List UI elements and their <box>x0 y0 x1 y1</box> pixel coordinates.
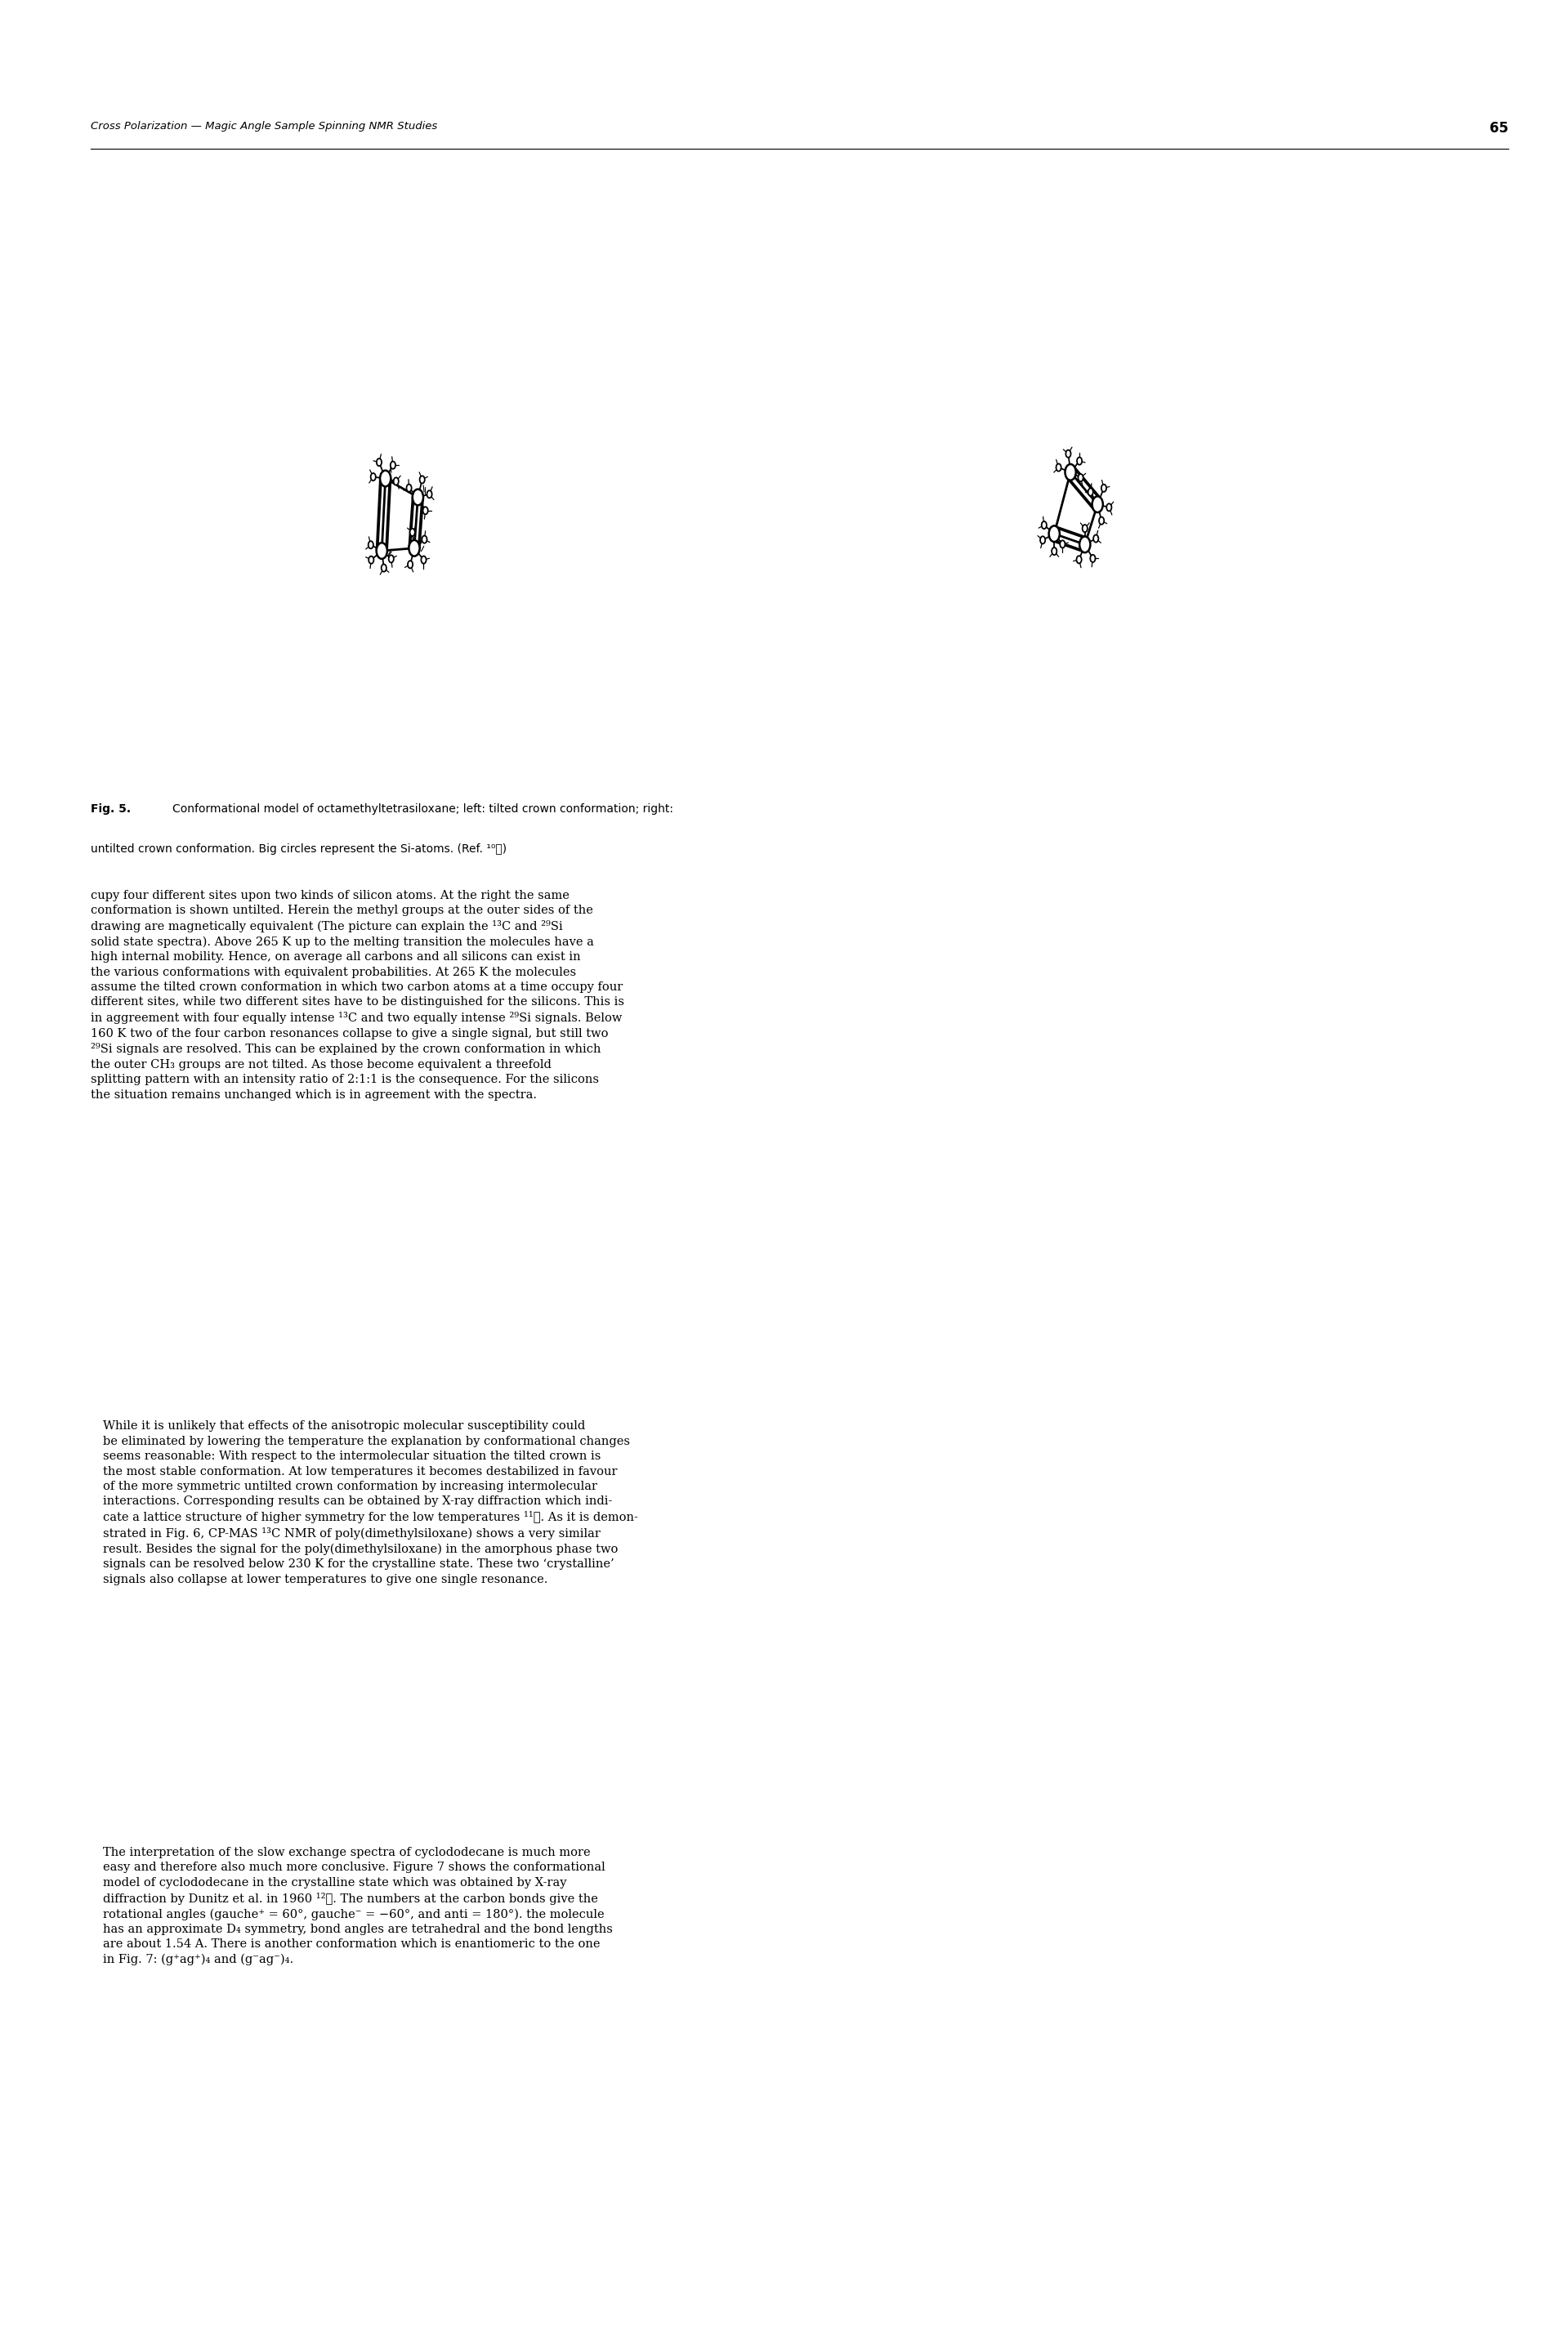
Circle shape <box>381 564 386 571</box>
Circle shape <box>376 543 387 559</box>
Circle shape <box>1057 463 1062 470</box>
Text: While it is unlikely that effects of the anisotropic molecular susceptibility co: While it is unlikely that effects of the… <box>103 1421 638 1586</box>
Circle shape <box>376 459 381 466</box>
Text: Conformational model of octamethyltetrasiloxane; left: tilted crown conformation: Conformational model of octamethyltetras… <box>172 804 673 815</box>
Circle shape <box>390 461 395 468</box>
Circle shape <box>394 477 398 484</box>
Circle shape <box>368 557 373 564</box>
Circle shape <box>370 473 376 480</box>
Circle shape <box>1065 463 1076 480</box>
Circle shape <box>412 489 423 505</box>
Circle shape <box>389 554 394 564</box>
Text: Fig. 5.: Fig. 5. <box>91 804 132 815</box>
Circle shape <box>379 470 390 487</box>
Circle shape <box>1088 489 1093 496</box>
Circle shape <box>368 540 373 550</box>
Circle shape <box>1060 540 1065 547</box>
Circle shape <box>1107 503 1112 510</box>
Circle shape <box>1099 517 1104 524</box>
Circle shape <box>1077 557 1082 564</box>
Circle shape <box>1091 496 1102 512</box>
Circle shape <box>422 557 426 564</box>
Text: The interpretation of the slow exchange spectra of cyclododecane is much more
ea: The interpretation of the slow exchange … <box>103 1847 613 1966</box>
Circle shape <box>1101 484 1107 491</box>
Circle shape <box>1079 473 1083 482</box>
Circle shape <box>409 540 420 557</box>
Circle shape <box>423 508 428 515</box>
Text: cupy four different sites upon two kinds of silicon atoms. At the right the same: cupy four different sites upon two kinds… <box>91 890 624 1102</box>
Circle shape <box>422 536 426 543</box>
Text: 65: 65 <box>1490 121 1508 135</box>
Circle shape <box>1040 536 1046 543</box>
Text: Cross Polarization — Magic Angle Sample Spinning NMR Studies: Cross Polarization — Magic Angle Sample … <box>91 121 437 133</box>
Circle shape <box>420 475 425 484</box>
Circle shape <box>1049 526 1060 543</box>
Circle shape <box>1041 522 1046 529</box>
Circle shape <box>408 561 412 568</box>
Circle shape <box>1052 547 1057 554</box>
Circle shape <box>409 529 416 536</box>
Circle shape <box>1090 554 1096 561</box>
Circle shape <box>1093 536 1099 543</box>
Circle shape <box>406 484 411 491</box>
Text: untilted crown conformation. Big circles represent the Si-atoms. (Ref. ¹⁰⧩): untilted crown conformation. Big circles… <box>91 843 506 855</box>
Circle shape <box>1077 456 1082 466</box>
Circle shape <box>1066 449 1071 456</box>
Circle shape <box>1082 524 1088 533</box>
Circle shape <box>1079 536 1090 552</box>
Circle shape <box>426 491 431 498</box>
